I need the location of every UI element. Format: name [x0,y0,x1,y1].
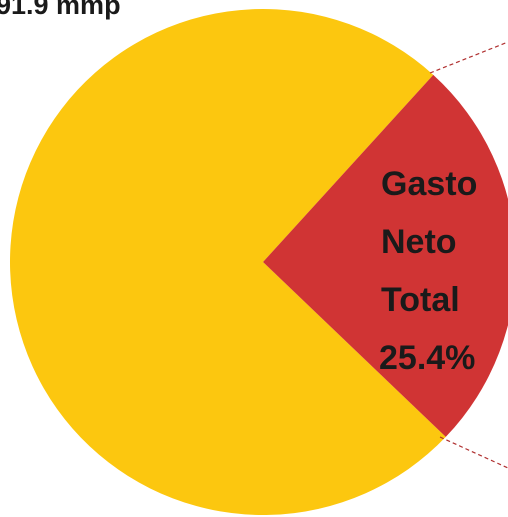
slice-value-label: 25.4% [379,339,475,377]
pie-slice [10,8,446,515]
slice-category-label: Gasto Neto Total [381,165,477,319]
chart-title: 91.9 mmp [0,0,121,20]
leader-line [439,436,508,469]
leader-line [429,41,508,74]
pie-slice [263,74,508,437]
